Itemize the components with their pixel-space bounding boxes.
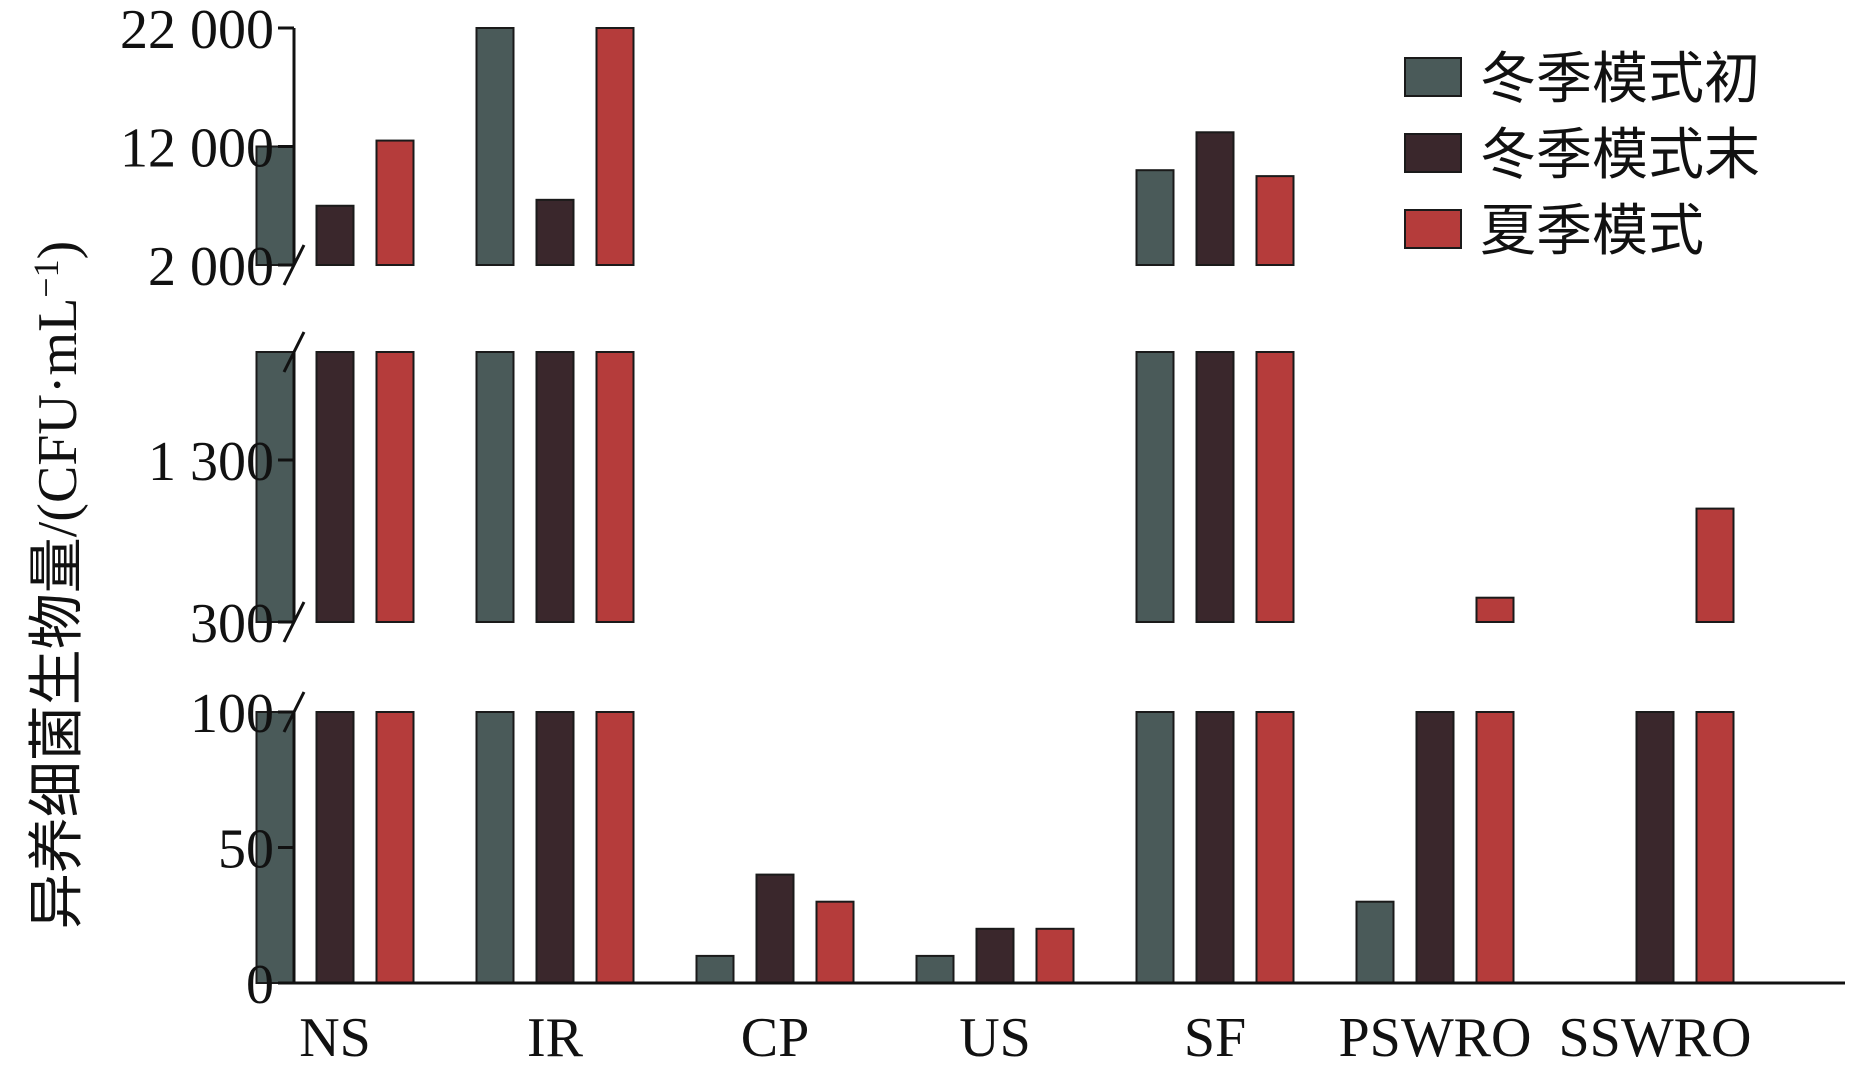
y-tick-label: 100 <box>190 683 274 745</box>
bar-cp-series-3-seg-1 <box>815 900 855 985</box>
y-axis-label: 异养细菌生物量/(CFU·mL−1) <box>26 241 89 930</box>
bar-ns-series-3-seg-2 <box>375 351 415 623</box>
axis-break-mark <box>282 331 306 373</box>
x-tick-label-pswro: PSWRO <box>1339 1007 1532 1069</box>
bar-ir-series-2-seg-2 <box>535 351 575 623</box>
y-axis-label-close: ) <box>27 241 89 260</box>
legend-label-3: 夏季模式 <box>1480 201 1704 263</box>
bar-sf-series-3-seg-1 <box>1255 711 1295 984</box>
legend-swatch-1 <box>1404 57 1462 97</box>
x-axis-labels: NS IR CP US SF PSWRO SSWRO <box>299 1007 1751 1069</box>
bar-ns-series-1-seg-2 <box>255 351 295 623</box>
bar-ir-series-1-seg-1 <box>475 711 515 984</box>
bar-sf-series-1-seg-3 <box>1135 169 1175 266</box>
legend-swatch-2 <box>1404 133 1462 173</box>
bar-ns-series-3-seg-1 <box>375 711 415 984</box>
bar-ir-series-2-seg-1 <box>535 711 575 984</box>
bar-ir-series-1-seg-2 <box>475 351 515 623</box>
bar-us-series-1-seg-1 <box>915 954 955 985</box>
bar-sf-series-2-seg-1 <box>1195 711 1235 984</box>
legend-label-1: 冬季模式初 <box>1480 49 1760 111</box>
x-tick-label-ns: NS <box>299 1007 371 1069</box>
bar-ir-series-1-seg-3 <box>475 27 515 266</box>
y-tick-label: 50 <box>218 819 274 881</box>
y-tick-label: 12 000 <box>120 118 274 180</box>
bar-ns-series-3-seg-3 <box>375 139 415 266</box>
y-tick-label: 1 300 <box>148 431 274 493</box>
bar-sf-series-1-seg-2 <box>1135 351 1175 623</box>
bar-sf-series-2-seg-3 <box>1195 131 1235 266</box>
y-axis: 0 50 100 300 1 300 2 000 12 000 22 000 <box>120 0 1845 1016</box>
bar-pswro-series-1-seg-1 <box>1355 900 1395 985</box>
bar-ir-series-3-seg-2 <box>595 351 635 623</box>
bar-cp-series-2-seg-1 <box>755 873 795 984</box>
bar-sf-series-2-seg-2 <box>1195 351 1235 623</box>
y-tick-label: 2 000 <box>148 236 274 298</box>
bar-pswro-series-3-seg-2 <box>1475 596 1515 624</box>
bar-sf-series-1-seg-1 <box>1135 711 1175 984</box>
bar-ns-series-2-seg-3 <box>315 204 355 266</box>
x-tick-label-cp: CP <box>741 1007 810 1069</box>
bar-ns-series-2-seg-1 <box>315 711 355 984</box>
bar-sswro-series-3-seg-1 <box>1695 711 1735 984</box>
bar-pswro-series-3-seg-1 <box>1475 711 1515 984</box>
legend-swatch-3 <box>1404 209 1462 249</box>
y-tick-label: 22 000 <box>120 0 274 61</box>
bar-ir-series-3-seg-1 <box>595 711 635 984</box>
legend-label-2: 冬季模式末 <box>1480 125 1760 187</box>
x-tick-label-sf: SF <box>1184 1007 1246 1069</box>
bar-ir-series-2-seg-3 <box>535 198 575 266</box>
x-tick-label-us: US <box>959 1007 1031 1069</box>
bar-pswro-series-2-seg-1 <box>1415 711 1455 984</box>
bar-sf-series-3-seg-3 <box>1255 175 1295 266</box>
bar-sswro-series-2-seg-1 <box>1635 711 1675 984</box>
bar-ir-series-3-seg-3 <box>595 27 635 266</box>
bar-sf-series-3-seg-2 <box>1255 351 1295 623</box>
y-tick-label: 300 <box>190 593 274 655</box>
x-tick-label-sswro: SSWRO <box>1559 1007 1752 1069</box>
bar-ns-series-1-seg-3 <box>255 145 295 266</box>
bar-us-series-2-seg-1 <box>975 927 1015 984</box>
bar-ns-series-2-seg-2 <box>315 351 355 623</box>
y-axis-label-superscript: −1 <box>26 259 66 297</box>
bars-layer <box>255 27 1735 985</box>
bar-sswro-series-3-seg-2 <box>1695 507 1735 624</box>
x-tick-label-ir: IR <box>527 1007 584 1069</box>
bar-us-series-3-seg-1 <box>1035 927 1075 984</box>
y-tick-label: 0 <box>246 954 274 1016</box>
bar-cp-series-1-seg-1 <box>695 954 735 985</box>
